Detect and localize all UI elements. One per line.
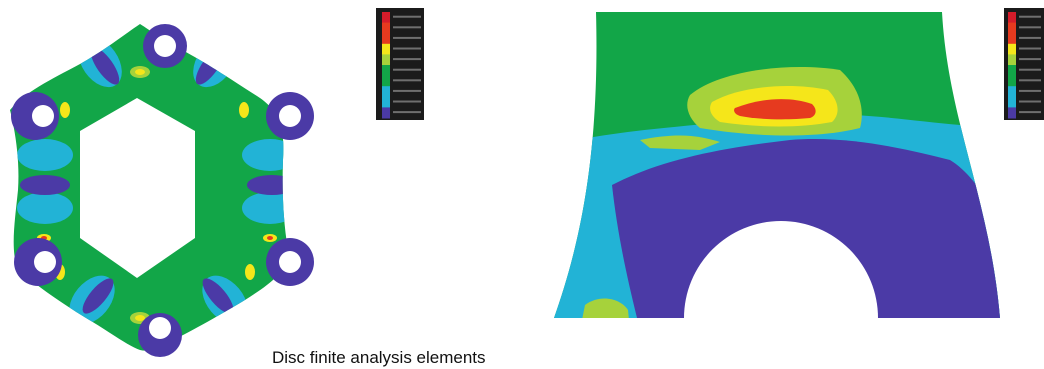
legend-swatch — [382, 107, 390, 119]
legend-tick — [393, 26, 421, 29]
disc-ring-stress-plot — [10, 24, 314, 357]
zoom-center-hole — [684, 221, 878, 318]
zoom-light-green-patch — [640, 135, 720, 150]
ring-bolt-lugs — [11, 24, 314, 357]
legend-tick — [1019, 68, 1041, 71]
legend-swatch — [1008, 65, 1016, 77]
figure-caption: Disc finite analysis elements — [272, 348, 486, 367]
legend-tick — [393, 58, 421, 61]
lug-lower-right-hole — [279, 251, 301, 273]
right-stress-legend — [1004, 8, 1044, 120]
legend-tick — [393, 47, 421, 50]
legend-tick — [1019, 58, 1041, 61]
zoom-hotspot-inner — [734, 99, 816, 120]
lug-upper-left-hole — [32, 105, 54, 127]
legend-swatch — [382, 96, 390, 108]
legend-swatch — [1008, 75, 1016, 87]
legend-swatch — [1008, 43, 1016, 55]
legend-swatch — [382, 75, 390, 87]
legend-swatch — [382, 54, 390, 66]
legend-tick — [1019, 26, 1041, 29]
zoomed-section-stress-plot — [554, 12, 1000, 318]
legend-tick — [1019, 89, 1041, 92]
legend-swatch — [1008, 86, 1016, 98]
legend-swatch — [1008, 33, 1016, 45]
legend-swatch — [382, 22, 390, 34]
legend-swatch — [1008, 96, 1016, 108]
legend-swatch — [382, 33, 390, 45]
legend-tick — [393, 111, 421, 114]
legend-swatch — [382, 65, 390, 77]
legend-swatch — [382, 43, 390, 55]
lug-lower-left-hole — [34, 251, 56, 273]
left-stress-legend — [376, 8, 424, 120]
legend-tick — [1019, 100, 1041, 103]
legend-tick — [1019, 47, 1041, 50]
legend-tick — [393, 100, 421, 103]
ring-hotspots — [37, 66, 277, 324]
legend-tick — [393, 36, 421, 39]
legend-tick — [1019, 79, 1041, 82]
legend-swatch — [382, 12, 390, 24]
legend-tick — [1019, 15, 1041, 18]
legend-swatch — [1008, 12, 1016, 24]
legend-tick — [1019, 111, 1041, 114]
legend-tick — [393, 68, 421, 71]
lug-upper-right-hole — [279, 105, 301, 127]
legend-swatch — [1008, 107, 1016, 119]
zoom-corner-patch — [580, 298, 630, 318]
lug-bottom-hole — [149, 317, 171, 339]
legend-tick — [1019, 36, 1041, 39]
legend-tick — [393, 79, 421, 82]
legend-tick — [393, 89, 421, 92]
lug-top-hole — [154, 35, 176, 57]
legend-tick — [393, 15, 421, 18]
legend-swatch — [1008, 54, 1016, 66]
legend-swatch — [1008, 22, 1016, 34]
legend-swatch — [382, 86, 390, 98]
